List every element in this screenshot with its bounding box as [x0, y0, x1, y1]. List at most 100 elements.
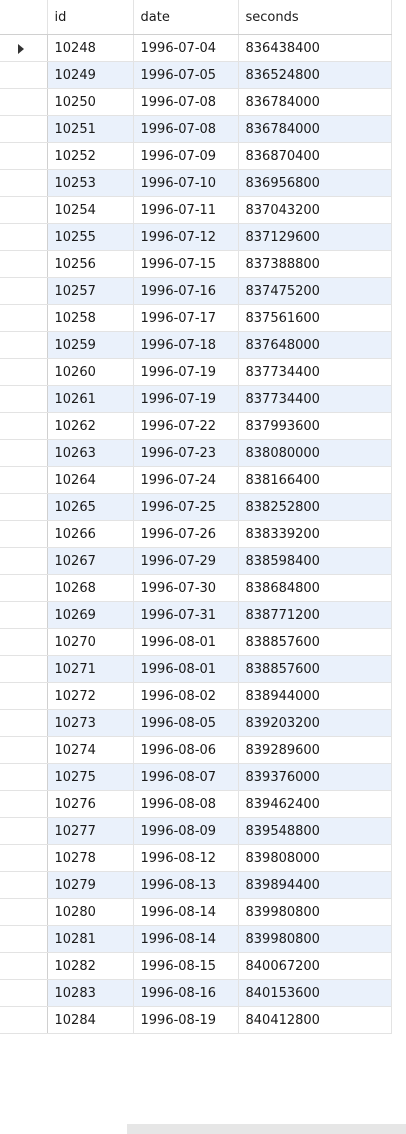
cell-seconds[interactable]: 838598400 [238, 547, 392, 575]
row-header[interactable] [0, 88, 48, 116]
row-header[interactable] [0, 223, 48, 251]
cell-id[interactable]: 10277 [47, 817, 134, 845]
cell-date[interactable]: 1996-08-06 [133, 736, 239, 764]
cell-id[interactable]: 10261 [47, 385, 134, 413]
table-row[interactable]: 10257 1996-07-16 837475200 [0, 277, 392, 305]
row-header[interactable] [0, 169, 48, 197]
cell-id[interactable]: 10280 [47, 898, 134, 926]
cell-id[interactable]: 10279 [47, 871, 134, 899]
cell-id[interactable]: 10266 [47, 520, 134, 548]
row-header[interactable] [0, 520, 48, 548]
row-header[interactable] [0, 844, 48, 872]
cell-id[interactable]: 10250 [47, 88, 134, 116]
cell-id[interactable]: 10264 [47, 466, 134, 494]
table-row[interactable]: 10269 1996-07-31 838771200 [0, 601, 392, 629]
table-row[interactable]: 10275 1996-08-07 839376000 [0, 763, 392, 791]
table-row[interactable]: 10278 1996-08-12 839808000 [0, 844, 392, 872]
row-header[interactable] [0, 493, 48, 521]
cell-date[interactable]: 1996-07-26 [133, 520, 239, 548]
row-header[interactable] [0, 412, 48, 440]
table-row[interactable]: 10261 1996-07-19 837734400 [0, 385, 392, 413]
table-row[interactable]: 10273 1996-08-05 839203200 [0, 709, 392, 737]
cell-id[interactable]: 10257 [47, 277, 134, 305]
horizontal-scrollbar[interactable] [127, 1124, 406, 1134]
cell-seconds[interactable]: 838944000 [238, 682, 392, 710]
cell-seconds[interactable]: 838684800 [238, 574, 392, 602]
cell-id[interactable]: 10256 [47, 250, 134, 278]
table-row[interactable]: 10280 1996-08-14 839980800 [0, 898, 392, 926]
cell-date[interactable]: 1996-07-12 [133, 223, 239, 251]
cell-seconds[interactable]: 840067200 [238, 952, 392, 980]
row-header[interactable] [0, 601, 48, 629]
cell-seconds[interactable]: 839980800 [238, 898, 392, 926]
cell-date[interactable]: 1996-08-14 [133, 898, 239, 926]
cell-id[interactable]: 10281 [47, 925, 134, 953]
table-row[interactable]: 10253 1996-07-10 836956800 [0, 169, 392, 197]
cell-date[interactable]: 1996-08-07 [133, 763, 239, 791]
cell-seconds[interactable]: 839808000 [238, 844, 392, 872]
row-header[interactable] [0, 34, 48, 62]
cell-seconds[interactable]: 838339200 [238, 520, 392, 548]
cell-seconds[interactable]: 837129600 [238, 223, 392, 251]
row-header[interactable] [0, 115, 48, 143]
table-row[interactable]: 10264 1996-07-24 838166400 [0, 466, 392, 494]
cell-id[interactable]: 10263 [47, 439, 134, 467]
table-row[interactable]: 10263 1996-07-23 838080000 [0, 439, 392, 467]
cell-seconds[interactable]: 837043200 [238, 196, 392, 224]
cell-seconds[interactable]: 839376000 [238, 763, 392, 791]
table-row[interactable]: 10262 1996-07-22 837993600 [0, 412, 392, 440]
cell-id[interactable]: 10276 [47, 790, 134, 818]
table-row[interactable]: 10276 1996-08-08 839462400 [0, 790, 392, 818]
cell-id[interactable]: 10283 [47, 979, 134, 1007]
cell-seconds[interactable]: 836784000 [238, 88, 392, 116]
cell-date[interactable]: 1996-07-31 [133, 601, 239, 629]
cell-id[interactable]: 10270 [47, 628, 134, 656]
cell-date[interactable]: 1996-08-16 [133, 979, 239, 1007]
row-header[interactable] [0, 871, 48, 899]
cell-seconds[interactable]: 838771200 [238, 601, 392, 629]
cell-seconds[interactable]: 839203200 [238, 709, 392, 737]
cell-id[interactable]: 10274 [47, 736, 134, 764]
table-row[interactable]: 10282 1996-08-15 840067200 [0, 952, 392, 980]
table-row[interactable]: 10248 1996-07-04 836438400 [0, 34, 392, 62]
cell-id[interactable]: 10284 [47, 1006, 134, 1034]
cell-date[interactable]: 1996-08-08 [133, 790, 239, 818]
row-header[interactable] [0, 763, 48, 791]
row-header[interactable] [0, 790, 48, 818]
table-row[interactable]: 10254 1996-07-11 837043200 [0, 196, 392, 224]
cell-seconds[interactable]: 838080000 [238, 439, 392, 467]
cell-id[interactable]: 10282 [47, 952, 134, 980]
table-row[interactable]: 10259 1996-07-18 837648000 [0, 331, 392, 359]
cell-date[interactable]: 1996-08-19 [133, 1006, 239, 1034]
cell-seconds[interactable]: 840412800 [238, 1006, 392, 1034]
table-row[interactable]: 10256 1996-07-15 837388800 [0, 250, 392, 278]
cell-seconds[interactable]: 839894400 [238, 871, 392, 899]
cell-id[interactable]: 10248 [47, 34, 134, 62]
cell-seconds[interactable]: 838857600 [238, 628, 392, 656]
cell-seconds[interactable]: 838857600 [238, 655, 392, 683]
row-header[interactable] [0, 547, 48, 575]
table-row[interactable]: 10283 1996-08-16 840153600 [0, 979, 392, 1007]
table-row[interactable]: 10279 1996-08-13 839894400 [0, 871, 392, 899]
cell-date[interactable]: 1996-08-12 [133, 844, 239, 872]
cell-date[interactable]: 1996-08-14 [133, 925, 239, 953]
cell-id[interactable]: 10259 [47, 331, 134, 359]
cell-seconds[interactable]: 838252800 [238, 493, 392, 521]
column-header-date[interactable]: date [133, 0, 239, 35]
row-header[interactable] [0, 304, 48, 332]
cell-seconds[interactable]: 836784000 [238, 115, 392, 143]
cell-seconds[interactable]: 839980800 [238, 925, 392, 953]
row-header[interactable] [0, 385, 48, 413]
cell-seconds[interactable]: 837734400 [238, 385, 392, 413]
cell-id[interactable]: 10251 [47, 115, 134, 143]
row-header[interactable] [0, 628, 48, 656]
cell-date[interactable]: 1996-08-05 [133, 709, 239, 737]
table-row[interactable]: 10284 1996-08-19 840412800 [0, 1006, 392, 1034]
cell-id[interactable]: 10268 [47, 574, 134, 602]
table-row[interactable]: 10272 1996-08-02 838944000 [0, 682, 392, 710]
cell-date[interactable]: 1996-07-16 [133, 277, 239, 305]
row-header[interactable] [0, 817, 48, 845]
cell-date[interactable]: 1996-08-01 [133, 655, 239, 683]
row-header[interactable] [0, 952, 48, 980]
column-header-seconds[interactable]: seconds [238, 0, 392, 35]
